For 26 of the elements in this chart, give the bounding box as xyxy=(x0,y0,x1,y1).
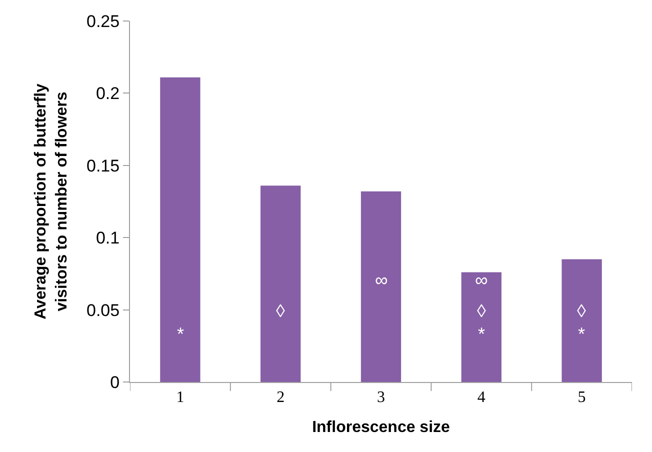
x-tick-label: 3 xyxy=(377,389,385,406)
annotation: ∞ xyxy=(375,270,388,290)
annotation: * xyxy=(177,324,184,344)
bar xyxy=(260,186,301,382)
y-tick-label: 0 xyxy=(110,372,120,392)
annotation: ◊ xyxy=(477,301,486,321)
annotation: * xyxy=(478,324,486,344)
annotation: * xyxy=(578,324,586,344)
bar xyxy=(160,77,200,382)
bar xyxy=(360,191,402,382)
annotation: ∞ xyxy=(475,270,488,290)
y-tick-label: 0.15 xyxy=(86,156,120,176)
y-tick-label: 0.25 xyxy=(86,12,120,31)
x-tick-label: 5 xyxy=(578,389,586,406)
x-tick-label: 1 xyxy=(176,389,184,406)
y-tick-label: 0.05 xyxy=(86,300,120,320)
x-tick-label: 4 xyxy=(477,389,486,406)
y-axis-title: Average proportion of butterfly visitors to number of flowers xyxy=(32,83,70,320)
bar xyxy=(562,259,602,382)
y-tick-label: 0.1 xyxy=(96,228,120,248)
x-axis-title: Inflorescence size xyxy=(312,418,450,436)
y-tick-label: 0.2 xyxy=(96,84,120,104)
annotation: ◊ xyxy=(276,301,285,321)
annotation: ◊ xyxy=(577,301,586,321)
bar xyxy=(461,272,502,382)
x-tick-label: 2 xyxy=(276,389,285,406)
